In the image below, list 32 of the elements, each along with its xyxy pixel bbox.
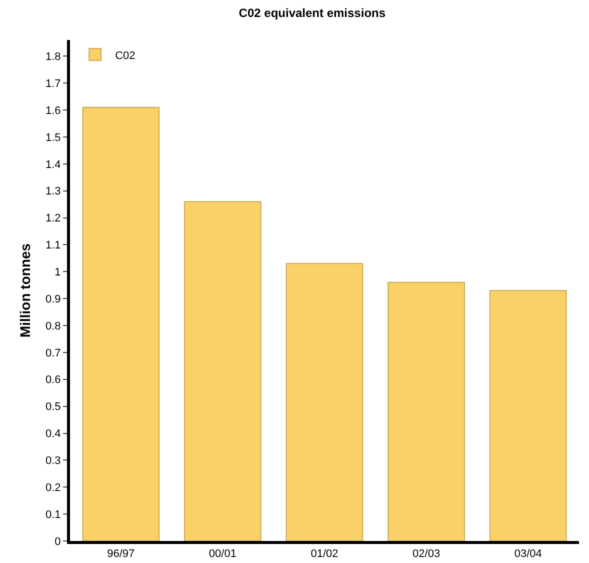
x-tick-label: 96/97	[107, 548, 135, 560]
y-tick-label: 1	[54, 266, 61, 278]
y-tick-label: 0.4	[46, 428, 61, 440]
y-tick-label: 1.7	[46, 78, 61, 90]
y-tick-label: 0.8	[46, 320, 61, 332]
y-tick-label: 0.3	[46, 455, 61, 468]
legend-label: C02	[115, 50, 136, 62]
bar	[388, 282, 465, 541]
y-tick-label: 0	[54, 536, 61, 548]
y-tick-label: 1.1	[46, 240, 61, 252]
y-tick-label: 0.2	[46, 482, 61, 494]
y-tick-label: 1.3	[46, 186, 61, 198]
y-tick-label: 0.5	[46, 401, 61, 414]
y-axis-title: Million tonnes	[17, 243, 34, 338]
y-tick-label: 1.6	[46, 104, 61, 117]
y-tick-label: 1.8	[46, 51, 61, 64]
x-tick-label: 02/03	[412, 548, 440, 560]
y-tick-label: 0.7	[46, 347, 61, 360]
bar	[489, 290, 567, 541]
chart-title: C02 equivalent emissions	[238, 6, 386, 20]
x-tick-label: 03/04	[514, 548, 542, 560]
y-tick-label: 1.4	[46, 158, 61, 171]
y-tick-label: 0.1	[46, 508, 61, 521]
y-tick-label: 1.2	[46, 212, 61, 225]
y-tick-label: 1.5	[46, 132, 61, 144]
x-tick-label: 00/01	[208, 548, 236, 560]
y-tick-label: 0.6	[46, 374, 61, 386]
bar	[82, 106, 160, 541]
bar	[286, 263, 364, 541]
bar	[184, 201, 262, 541]
x-tick-label: 01/02	[310, 548, 338, 560]
y-tick-label: 0.9	[46, 293, 61, 306]
